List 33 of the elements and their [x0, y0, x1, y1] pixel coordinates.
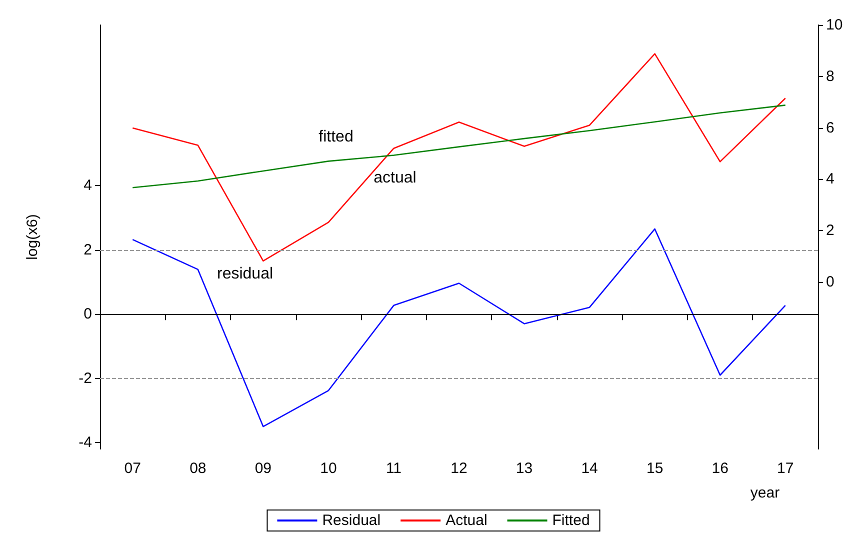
- y2-tick-label: 10: [826, 16, 843, 34]
- y-tick-label: -2: [78, 370, 92, 387]
- legend-label: Residual: [322, 512, 381, 529]
- legend-label: Fitted: [552, 512, 590, 529]
- x-tick-label: 15: [646, 460, 664, 477]
- legend-label: Actual: [446, 512, 488, 529]
- y-tick-label: -4: [78, 434, 92, 452]
- x-tick-label: 08: [190, 460, 206, 477]
- line-series: [132, 228, 786, 428]
- x-tick-label: 13: [516, 460, 533, 477]
- x-tick-label: 16: [712, 460, 728, 477]
- x-tick-label: 10: [320, 460, 337, 477]
- annotation: actual: [374, 170, 416, 186]
- x-tick-label: 07: [124, 460, 141, 477]
- y2-tick-label: 4: [826, 170, 834, 188]
- line-series: [132, 104, 786, 188]
- x-tick-label: 09: [254, 460, 272, 477]
- y-axis-title: log(x6): [24, 214, 41, 260]
- y-tick-label: 0: [84, 306, 92, 323]
- line-series: [132, 53, 786, 262]
- y2-tick-label: 6: [826, 119, 834, 136]
- y2-tick-label: 2: [826, 222, 834, 240]
- x-tick-label: 14: [581, 460, 598, 477]
- annotation: fitted: [318, 128, 354, 146]
- x-tick-label: 12: [450, 460, 468, 477]
- y-tick-label: 4: [84, 177, 92, 194]
- y-tick-label: 2: [84, 241, 92, 258]
- y2-tick-label: 8: [826, 68, 834, 85]
- x-axis-title: year: [750, 484, 780, 502]
- annotation: residual: [216, 266, 274, 282]
- y2-tick-label: 0: [826, 273, 834, 290]
- x-tick-label: 11: [386, 460, 402, 477]
- x-tick-label: 17: [777, 460, 794, 477]
